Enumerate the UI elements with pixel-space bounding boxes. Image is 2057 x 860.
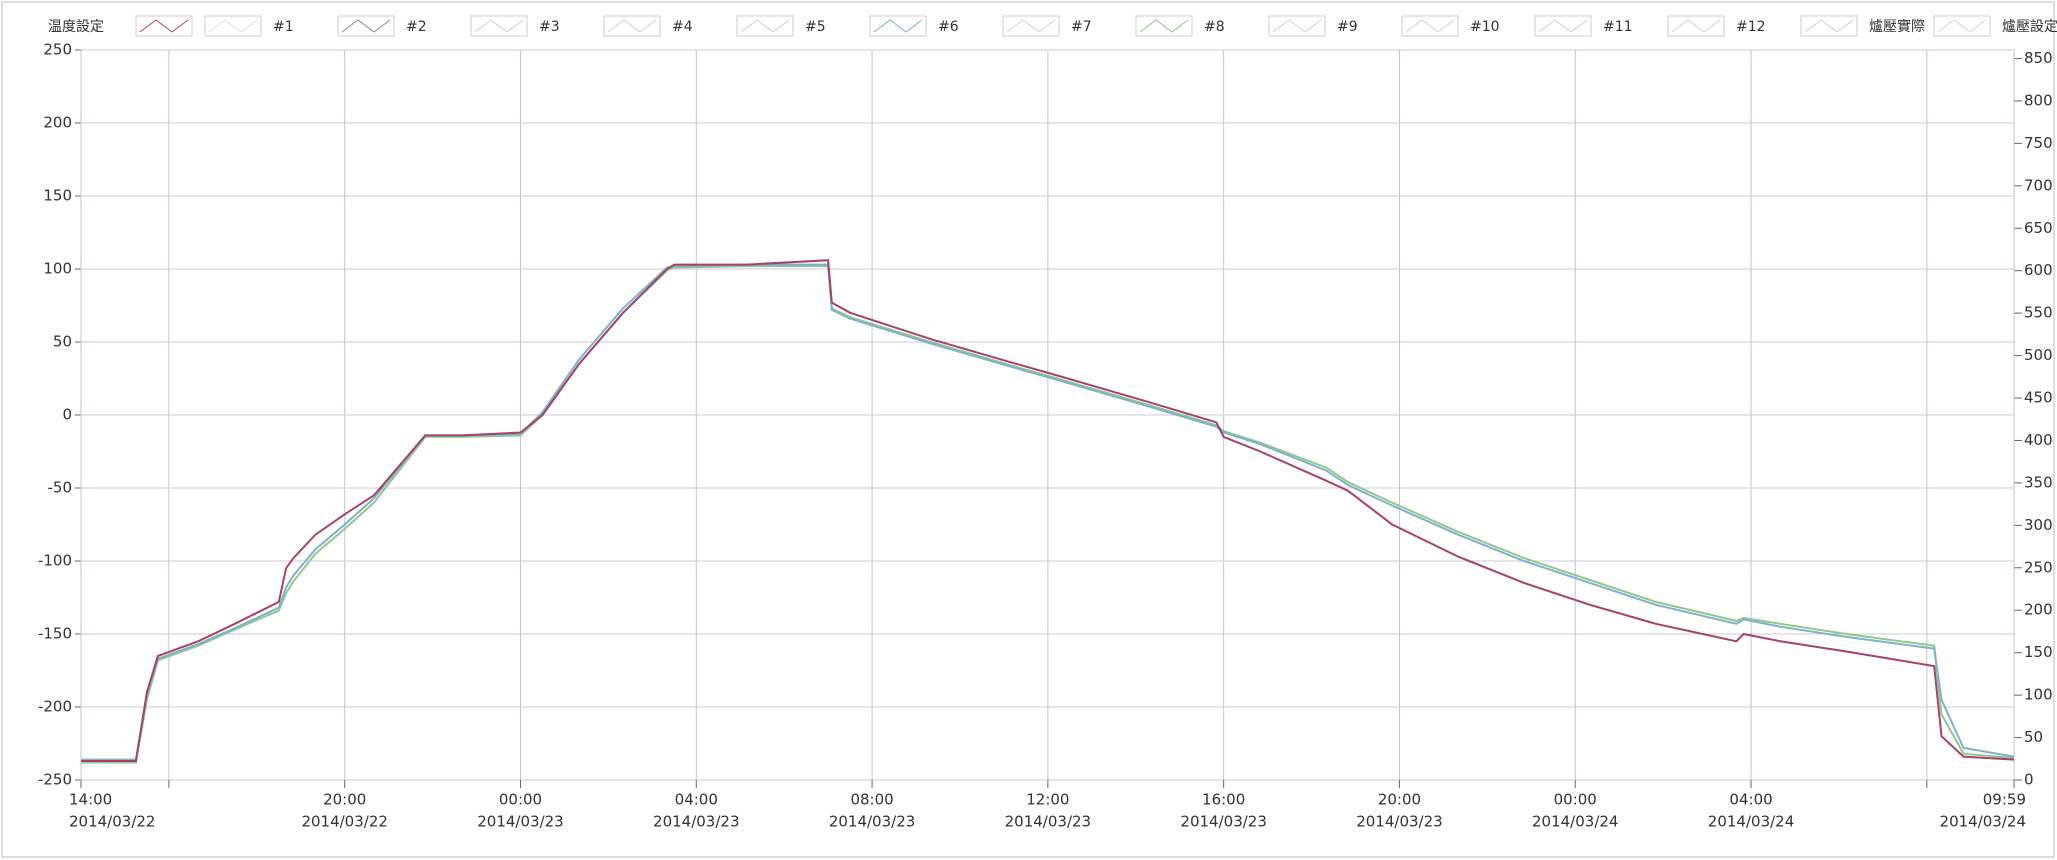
- legend-label: #11: [1603, 19, 1633, 35]
- x-tick-label: 2014/03/22: [301, 813, 387, 831]
- x-tick-label: 09:59: [1983, 791, 2026, 809]
- legend-line: [1006, 19, 1056, 33]
- y2-tick-label: 50: [2024, 728, 2043, 746]
- y2-tick-label: 550: [2024, 304, 2053, 322]
- y-tick-label: -150: [38, 625, 72, 643]
- legend-line: [607, 19, 657, 33]
- series-line: [81, 259, 2015, 762]
- x-tick-label: 2014/03/23: [653, 813, 739, 831]
- legend-line: [1538, 19, 1588, 33]
- legend-line: [1272, 19, 1322, 33]
- y2-tick-label: 500: [2024, 346, 2053, 364]
- x-tick-label: 2014/03/23: [829, 813, 915, 831]
- x-tick-label: 08:00: [850, 791, 893, 809]
- series-line: [81, 263, 2015, 761]
- y2-tick-label: 800: [2024, 91, 2053, 109]
- legend-label: #4: [672, 19, 693, 35]
- legend-line: [1671, 19, 1721, 33]
- y-tick-label: 0: [62, 406, 72, 424]
- y2-tick-label: 250: [2024, 558, 2053, 576]
- y2-tick-label: 850: [2024, 49, 2053, 67]
- legend-line: [1937, 19, 1987, 33]
- legend-label: #12: [1736, 19, 1766, 35]
- legend-label: #3: [539, 19, 560, 35]
- x-tick-label: 04:00: [675, 791, 718, 809]
- y2-tick-label: 450: [2024, 389, 2053, 407]
- y-tick-label: 100: [43, 260, 72, 278]
- legend-line: [139, 19, 189, 33]
- x-tick-label: 12:00: [1026, 791, 1069, 809]
- x-tick-label: 14:00: [69, 791, 112, 809]
- series-line: [81, 265, 2015, 764]
- legend-line: [341, 19, 391, 33]
- legend-label: #8: [1204, 19, 1225, 35]
- legend-line: [1139, 19, 1189, 33]
- x-tick-label: 16:00: [1202, 791, 1245, 809]
- y-tick-label: 250: [43, 41, 72, 59]
- legend-label: #2: [406, 19, 427, 35]
- x-tick-label: 2014/03/24: [1532, 813, 1618, 831]
- x-tick-label: 2014/03/23: [477, 813, 563, 831]
- x-tick-label: 20:00: [323, 791, 366, 809]
- y2-tick-label: 350: [2024, 473, 2053, 491]
- y2-tick-label: 650: [2024, 219, 2053, 237]
- y-tick-label: -200: [38, 698, 72, 716]
- x-tick-label: 2014/03/23: [1356, 813, 1442, 831]
- y-tick-label: -100: [38, 552, 72, 570]
- legend-line: [1405, 19, 1455, 33]
- legend-label: 爐壓設定: [2002, 19, 2057, 35]
- legend-line: [1804, 19, 1854, 33]
- y-tick-label: 50: [53, 333, 72, 351]
- y2-tick-label: 100: [2024, 686, 2053, 704]
- x-tick-label: 2014/03/22: [69, 813, 155, 831]
- legend-label: #7: [1071, 19, 1092, 35]
- y2-tick-label: 600: [2024, 261, 2053, 279]
- x-tick-label: 20:00: [1378, 791, 1421, 809]
- y2-tick-label: 200: [2024, 601, 2053, 619]
- x-tick-label: 04:00: [1729, 791, 1772, 809]
- y2-tick-label: 300: [2024, 516, 2053, 534]
- legend-label: #9: [1337, 19, 1358, 35]
- y2-tick-label: 0: [2024, 771, 2034, 789]
- legend-line: [740, 19, 790, 33]
- x-tick-label: 00:00: [1554, 791, 1597, 809]
- x-tick-label: 2014/03/24: [1940, 813, 2026, 831]
- legend-line: [873, 19, 923, 33]
- legend-label: #6: [938, 19, 959, 35]
- legend-label: #10: [1470, 19, 1500, 35]
- y2-tick-label: 700: [2024, 176, 2053, 194]
- legend-line: [208, 19, 258, 33]
- legend-label: #5: [805, 19, 826, 35]
- y2-tick-label: 750: [2024, 134, 2053, 152]
- x-tick-label: 2014/03/23: [1180, 813, 1266, 831]
- y2-tick-label: 400: [2024, 431, 2053, 449]
- legend-label: 温度設定: [48, 19, 104, 35]
- y-tick-label: 200: [43, 114, 72, 132]
- x-tick-label: 00:00: [499, 791, 542, 809]
- y-tick-label: -50: [48, 479, 73, 497]
- legend-label: 爐壓實際: [1869, 18, 1925, 35]
- x-tick-label: 2014/03/23: [1005, 813, 1091, 831]
- legend-line: [474, 19, 524, 33]
- y2-tick-label: 150: [2024, 643, 2053, 661]
- x-tick-label: 2014/03/24: [1708, 813, 1794, 831]
- y-tick-label: -250: [38, 771, 72, 789]
- y-tick-label: 150: [43, 187, 72, 205]
- legend-label: #1: [273, 19, 294, 35]
